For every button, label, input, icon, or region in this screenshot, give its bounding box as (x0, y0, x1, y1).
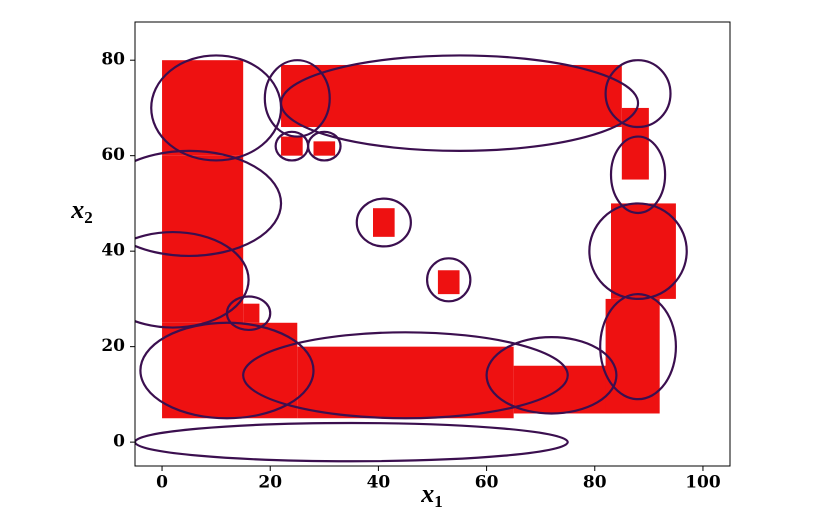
region (162, 322, 298, 419)
contour (279, 54, 640, 153)
region (611, 203, 676, 299)
contour (139, 321, 315, 420)
x-axis-label-main: x (420, 479, 434, 508)
x-tick-label: 20 (258, 473, 282, 493)
region (621, 107, 649, 180)
contour (355, 197, 412, 248)
region (373, 208, 395, 237)
y-tick-label: 80 (101, 50, 125, 70)
x-tick-label: 100 (685, 473, 721, 493)
region (243, 303, 260, 323)
region (281, 136, 303, 156)
contour (599, 293, 678, 401)
y-tick-label: 20 (101, 336, 125, 356)
y-tick-label: 40 (101, 241, 125, 261)
region (313, 141, 336, 156)
contour (242, 331, 569, 420)
x-tick-label: 40 (367, 473, 391, 493)
contour (425, 257, 472, 303)
x-tick-label: 60 (475, 473, 499, 493)
region (281, 64, 622, 128)
plot-area (135, 54, 688, 463)
y-tick-label: 60 (101, 145, 125, 165)
y-tick-label: 0 (113, 432, 125, 452)
y-axis-label: x2 (70, 195, 93, 227)
x-axis-label: x1 (420, 479, 443, 511)
axes-frame (134, 21, 731, 467)
region (162, 155, 244, 323)
x-axis-label-sub: 1 (434, 492, 443, 511)
contour (609, 135, 667, 215)
y-axis-label-sub: 2 (84, 208, 93, 227)
region (437, 270, 460, 295)
contour (135, 421, 569, 463)
y-axis-label-main: x (70, 195, 84, 224)
contour (588, 202, 688, 301)
region (297, 346, 514, 419)
contour (306, 130, 342, 162)
contour (263, 59, 331, 138)
contour (135, 230, 250, 329)
x-tick-label: 80 (583, 473, 607, 493)
contour (604, 59, 672, 129)
x-tick-label: 0 (156, 473, 168, 493)
region (605, 298, 660, 414)
contour (485, 335, 618, 415)
contour (135, 149, 283, 258)
region (162, 60, 244, 156)
